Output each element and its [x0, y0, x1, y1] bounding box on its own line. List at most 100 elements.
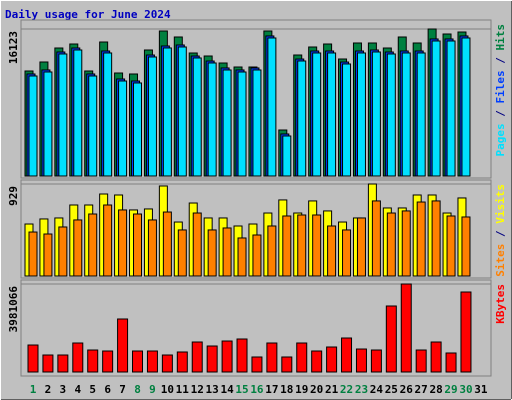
bar [446, 40, 456, 177]
bar [191, 341, 203, 373]
bar [133, 213, 143, 277]
x-tick-label: 17 [265, 383, 278, 396]
legend-entry: Pages [494, 123, 507, 156]
x-tick-label: 18 [280, 383, 293, 396]
bar [43, 71, 53, 177]
x-tick-label: 9 [149, 383, 156, 396]
bar [252, 234, 262, 277]
bar [237, 71, 247, 177]
bar [297, 60, 307, 177]
bar [282, 215, 292, 277]
legend-entry: Visits [494, 184, 507, 224]
bar [102, 350, 114, 373]
bar [222, 227, 232, 277]
bar [355, 348, 367, 373]
bar [356, 217, 366, 277]
legend-separator: / [494, 224, 507, 244]
bar [252, 69, 262, 177]
bar [87, 349, 99, 373]
bar [251, 356, 263, 373]
bar [267, 37, 277, 177]
bar [73, 219, 83, 277]
y-tick-label: 16123 [7, 31, 20, 64]
bar [221, 340, 233, 373]
bar [371, 200, 381, 277]
legend-entry: Files [494, 70, 507, 103]
bar [118, 209, 128, 277]
bar [42, 354, 54, 373]
bar [341, 337, 353, 373]
legend: Sites / Visits [494, 184, 507, 277]
bar [133, 82, 143, 177]
legend: KBytes [494, 284, 507, 324]
bar [342, 63, 352, 177]
bar [281, 356, 293, 373]
x-tick-label: 24 [370, 383, 384, 396]
bar [207, 62, 217, 177]
x-tick-label: 19 [295, 383, 308, 396]
bar [461, 37, 471, 177]
bar [162, 47, 172, 177]
bar [312, 52, 322, 177]
x-tick-label: 12 [191, 383, 204, 396]
x-tick-label: 26 [400, 383, 414, 396]
chart-title: Daily usage for June 2024 [5, 8, 171, 21]
bar [161, 354, 173, 373]
bar [177, 46, 187, 177]
x-tick-label: 30 [459, 383, 472, 396]
x-tick-label: 14 [220, 383, 234, 396]
bar [311, 350, 323, 373]
bar [401, 210, 411, 277]
x-tick-label: 5 [89, 383, 96, 396]
legend-entry: Hits [494, 24, 507, 51]
x-tick-label: 23 [355, 383, 368, 396]
bar [446, 215, 456, 277]
bar [177, 229, 187, 277]
x-tick-label: 29 [444, 383, 457, 396]
bar [73, 49, 83, 177]
bar [327, 52, 337, 177]
legend-separator: / [494, 104, 507, 124]
bar [430, 341, 442, 373]
x-tick-label: 3 [60, 383, 67, 396]
x-tick-label: 11 [176, 383, 190, 396]
bar [192, 212, 202, 277]
bar [147, 219, 157, 277]
bar [57, 354, 69, 373]
bar [192, 57, 202, 177]
bar [176, 351, 188, 373]
bar [312, 214, 322, 277]
bar [386, 53, 396, 177]
x-tick-label: 6 [104, 383, 111, 396]
bar [147, 56, 157, 177]
bar [206, 345, 218, 373]
panel-frame [20, 19, 492, 179]
bar [267, 225, 277, 277]
bar [445, 352, 457, 373]
bar [43, 233, 53, 277]
x-tick-label: 2 [45, 383, 52, 396]
bar [222, 69, 232, 177]
legend-entry: Sites [494, 244, 507, 277]
bar [431, 200, 441, 277]
bar [297, 214, 307, 277]
bar [342, 229, 352, 277]
bar [103, 52, 113, 177]
bar [88, 213, 98, 277]
bar [118, 80, 128, 177]
bar [162, 211, 172, 277]
bar [461, 216, 471, 277]
bar [266, 342, 278, 373]
y-tick-label: 3981066 [7, 286, 20, 333]
bar [415, 349, 427, 373]
bar [371, 51, 381, 177]
x-tick-label: 27 [415, 383, 428, 396]
x-tick-label: 15 [235, 383, 248, 396]
bar [400, 283, 412, 373]
bar [28, 75, 38, 177]
bar [416, 201, 426, 277]
bar [356, 52, 366, 177]
bar [401, 52, 411, 177]
y-tick-label: 929 [7, 186, 20, 206]
